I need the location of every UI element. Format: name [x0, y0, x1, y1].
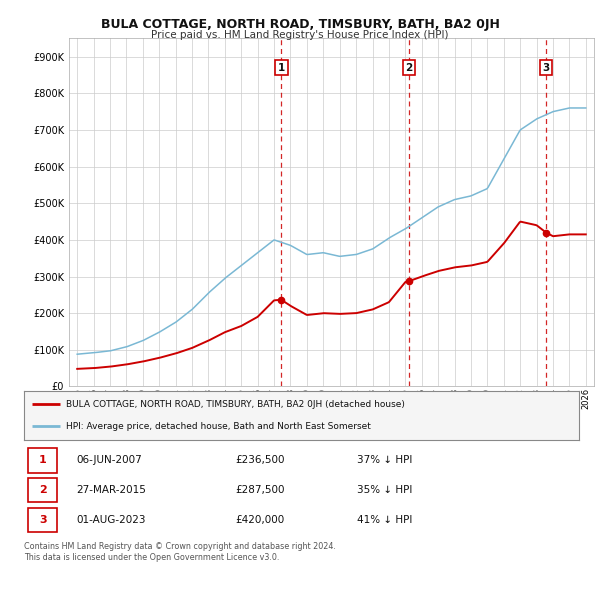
Text: 2: 2 — [406, 63, 413, 73]
Text: BULA COTTAGE, NORTH ROAD, TIMSBURY, BATH, BA2 0JH (detached house): BULA COTTAGE, NORTH ROAD, TIMSBURY, BATH… — [65, 400, 404, 409]
Text: 2: 2 — [39, 486, 47, 495]
Text: Contains HM Land Registry data © Crown copyright and database right 2024.
This d: Contains HM Land Registry data © Crown c… — [24, 542, 336, 562]
Text: 06-JUN-2007: 06-JUN-2007 — [77, 455, 142, 466]
Text: BULA COTTAGE, NORTH ROAD, TIMSBURY, BATH, BA2 0JH: BULA COTTAGE, NORTH ROAD, TIMSBURY, BATH… — [101, 18, 499, 31]
Text: £287,500: £287,500 — [235, 486, 284, 495]
FancyBboxPatch shape — [28, 478, 58, 503]
FancyBboxPatch shape — [28, 508, 58, 532]
Text: HPI: Average price, detached house, Bath and North East Somerset: HPI: Average price, detached house, Bath… — [65, 422, 371, 431]
Text: 1: 1 — [39, 455, 47, 466]
Text: £420,000: £420,000 — [235, 515, 284, 525]
Text: 35% ↓ HPI: 35% ↓ HPI — [357, 486, 412, 495]
Text: 1: 1 — [278, 63, 285, 73]
Text: 3: 3 — [39, 515, 47, 525]
Text: 3: 3 — [542, 63, 550, 73]
Text: 01-AUG-2023: 01-AUG-2023 — [77, 515, 146, 525]
Text: 41% ↓ HPI: 41% ↓ HPI — [357, 515, 412, 525]
Text: £236,500: £236,500 — [235, 455, 284, 466]
Text: 27-MAR-2015: 27-MAR-2015 — [77, 486, 146, 495]
FancyBboxPatch shape — [28, 448, 58, 473]
Text: Price paid vs. HM Land Registry's House Price Index (HPI): Price paid vs. HM Land Registry's House … — [151, 30, 449, 40]
Text: 37% ↓ HPI: 37% ↓ HPI — [357, 455, 412, 466]
